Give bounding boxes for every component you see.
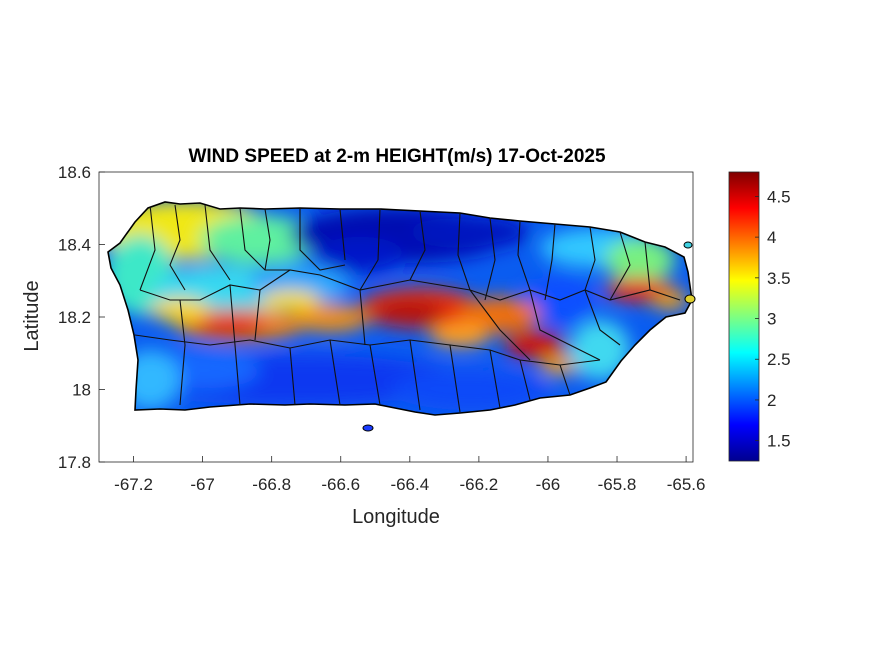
colorbar-tick-label: 3.5 [767, 269, 791, 288]
colorbar-tick-label: 2 [767, 391, 776, 410]
colorbar-tick-label: 3 [767, 310, 776, 329]
y-tick-label: 18 [72, 381, 91, 400]
municipality-boundaries [134, 204, 681, 413]
x-tick-label: -66.8 [252, 475, 291, 494]
x-tick-label: -65.8 [598, 475, 637, 494]
x-tick-label: -66.2 [460, 475, 499, 494]
y-axis-ticks: 18.6 18.4 18.2 18 17.8 [58, 163, 105, 472]
colorbar-ticks: 4.5 4 3.5 3 2.5 2 1.5 [755, 187, 791, 451]
x-tick-label: -66.6 [321, 475, 360, 494]
colorbar [728, 171, 760, 462]
small-island [684, 294, 696, 304]
island-heatmap [108, 202, 692, 415]
x-tick-label: -65.6 [667, 475, 706, 494]
x-tick-label: -67 [190, 475, 215, 494]
y-tick-label: 17.8 [58, 453, 91, 472]
y-tick-label: 18.2 [58, 308, 91, 327]
chart-title: WIND SPEED at 2-m HEIGHT(m/s) 17-Oct-202… [188, 146, 605, 167]
x-axis-label: Longitude [352, 506, 440, 528]
colorbar-tick-label: 2.5 [767, 350, 791, 369]
small-island [683, 241, 693, 249]
x-tick-label: -67.2 [114, 475, 153, 494]
x-tick-label: -66.4 [390, 475, 429, 494]
small-island [362, 424, 374, 432]
y-tick-label: 18.6 [58, 163, 91, 182]
x-tick-label: -66 [536, 475, 561, 494]
colorbar-tick-label: 4 [767, 228, 776, 247]
colorbar-tick-label: 1.5 [767, 432, 791, 451]
colorbar-tick-label: 4.5 [767, 187, 791, 206]
island-outline [107, 201, 693, 416]
y-axis-label: Latitude [21, 280, 43, 351]
y-tick-label: 18.4 [58, 236, 91, 255]
x-axis-ticks: -67.2 -67 -66.8 -66.6 -66.4 -66.2 -66 -65.8 -65.… [114, 456, 705, 494]
